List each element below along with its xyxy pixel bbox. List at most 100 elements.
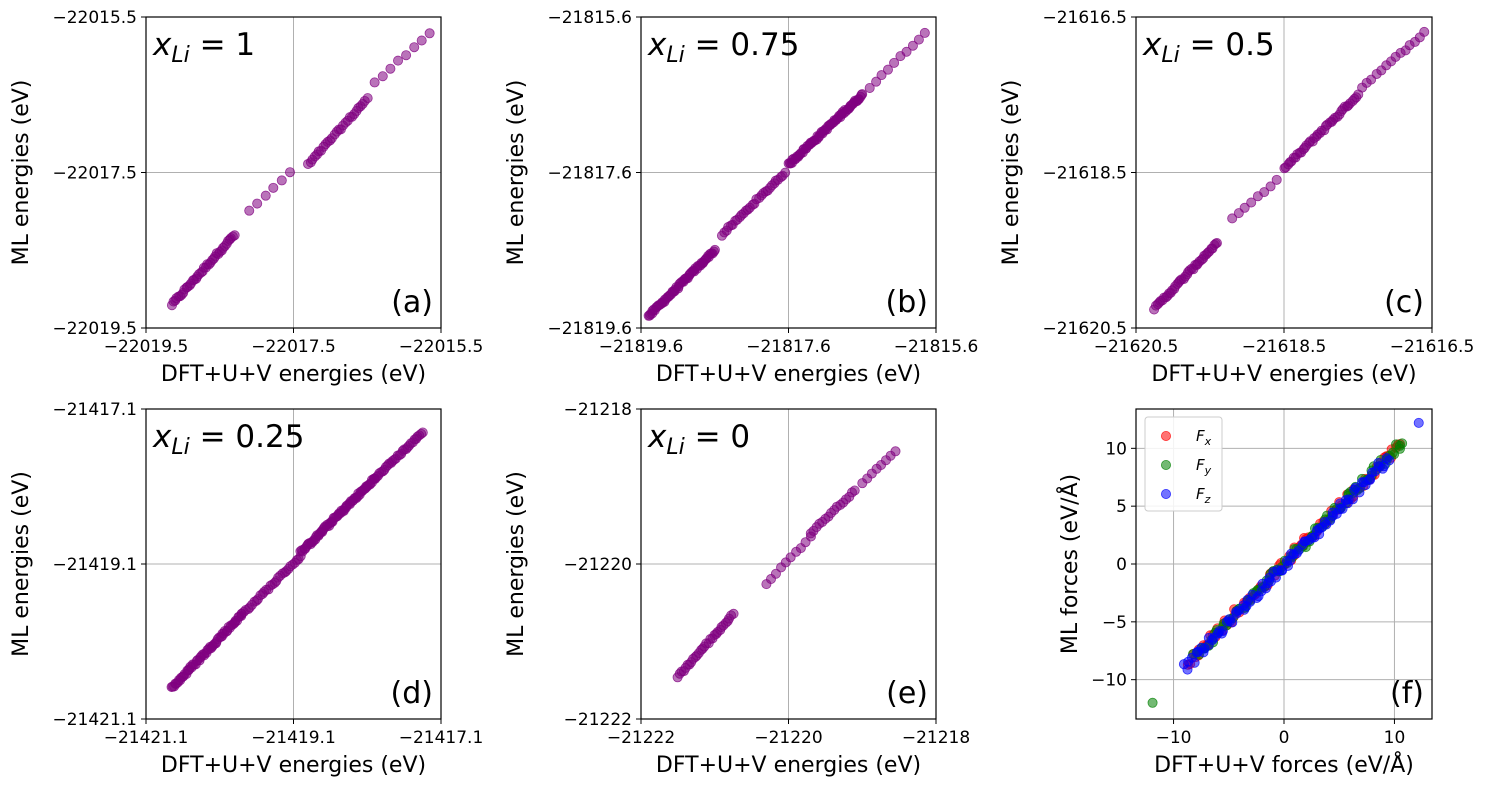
y-axis-label: ML energies (eV) xyxy=(504,471,529,657)
y-tick-label: −21618.5 xyxy=(1042,164,1127,184)
data-points xyxy=(1149,26,1430,315)
x-tick-label: −21815.6 xyxy=(894,337,979,357)
panel-c: −21620.5 −21618.5 −21616.5 −21620.5 −21618.5… xyxy=(999,8,1474,387)
data-point xyxy=(362,93,373,104)
data-point xyxy=(1211,237,1222,248)
x-axis-label: DFT+U+V energies (eV) xyxy=(1151,362,1416,387)
x-tick-label: −22017.5 xyxy=(251,337,336,357)
y-tick-label: −21222 xyxy=(564,710,632,730)
legend-symbol: F xyxy=(1196,427,1205,445)
x-tick-label: −22015.5 xyxy=(399,337,484,357)
data-point xyxy=(913,34,924,45)
legend-subscript: y xyxy=(1204,464,1212,477)
point-fz xyxy=(1413,417,1424,428)
data-point xyxy=(401,50,412,61)
y-tick-label: −21815.6 xyxy=(547,8,632,28)
annotation-subscript: Li xyxy=(1161,43,1179,68)
y-tick-label: −21220 xyxy=(564,555,632,575)
data-point xyxy=(1419,26,1430,37)
data-point xyxy=(252,198,263,209)
data-points xyxy=(166,28,435,311)
composition-annotation: xLi = 0.75 xyxy=(647,27,799,68)
y-axis-label: ML energies (eV) xyxy=(999,80,1024,266)
data-points xyxy=(166,427,428,692)
y-tick-label: −21417.1 xyxy=(52,400,137,420)
data-point xyxy=(385,63,396,74)
y-tick-label: 5 xyxy=(1116,497,1127,517)
data-point xyxy=(857,89,868,100)
y-tick-label: −22015.5 xyxy=(52,8,137,28)
point-fz xyxy=(1227,617,1238,628)
legend-subscript: x xyxy=(1204,435,1212,448)
x-tick-label: −21222 xyxy=(607,728,675,748)
x-tick-label: −21419.1 xyxy=(251,728,336,748)
data-point xyxy=(268,182,279,193)
panel-a: −22019.5 −22017.5 −22015.5 −22019.5 −22017.5… xyxy=(9,8,483,387)
point-fz xyxy=(1354,487,1365,498)
legend-marker xyxy=(1161,459,1172,470)
y-tick-label: −22019.5 xyxy=(52,319,137,339)
data-point xyxy=(260,190,271,201)
data-point xyxy=(728,608,739,619)
x-tick-label: −22019.5 xyxy=(104,337,189,357)
data-point xyxy=(1246,197,1257,208)
y-tick-label: −21421.1 xyxy=(52,710,137,730)
data-point xyxy=(876,70,887,81)
annotation-subscript: Li xyxy=(666,43,684,68)
point-fy xyxy=(1397,438,1408,449)
panel-tag: (b) xyxy=(886,285,928,320)
data-points xyxy=(672,446,901,683)
x-tick-label: −21220 xyxy=(754,728,822,748)
data-point xyxy=(1227,213,1238,224)
data-point xyxy=(1265,181,1276,192)
y-tick-label: −21817.6 xyxy=(547,164,632,184)
y-tick-label: 0 xyxy=(1116,555,1127,575)
panel-e: −21222 −21220 −21218 −21222 −21220 −21218 DFT+… xyxy=(504,400,970,778)
annotation-subscript: Li xyxy=(666,435,684,460)
annotation-symbol: x xyxy=(152,419,172,455)
data-point xyxy=(229,230,240,241)
y-tick-label: −10 xyxy=(1091,671,1127,691)
y-tick-label: −21218 xyxy=(564,400,632,420)
data-point xyxy=(871,76,882,87)
legend-symbol: F xyxy=(1196,456,1205,474)
point-fz xyxy=(1347,494,1358,505)
composition-annotation: xLi = 0 xyxy=(647,419,750,460)
annotation-symbol: x xyxy=(1142,27,1162,63)
data-point xyxy=(1259,187,1270,198)
x-axis-label: DFT+U+V energies (eV) xyxy=(656,753,921,778)
annotation-value: = 0.5 xyxy=(1180,27,1275,63)
x-tick-label: −21620.5 xyxy=(1094,337,1179,357)
y-axis-label: ML energies (eV) xyxy=(9,471,34,657)
legend-marker xyxy=(1161,430,1172,441)
x-tick-label: −21616.5 xyxy=(1390,337,1475,357)
legend-symbol: F xyxy=(1196,485,1205,503)
x-tick-label: 10 xyxy=(1384,728,1406,748)
data-points xyxy=(1147,417,1424,708)
x-tick-label: 0 xyxy=(1279,728,1290,748)
data-point xyxy=(882,64,893,75)
data-point xyxy=(907,40,918,51)
annotation-value: = 0.75 xyxy=(685,27,800,63)
legend-entry: Fz xyxy=(1196,485,1211,506)
y-tick-label: −21620.5 xyxy=(1042,319,1127,339)
y-tick-label: −21819.6 xyxy=(547,319,632,339)
data-point xyxy=(890,446,901,457)
panel-b: −21819.6 −21817.6 −21815.6 −21819.6 −21817.6… xyxy=(504,8,978,387)
data-point xyxy=(889,57,900,68)
data-point xyxy=(849,485,860,496)
annotation-symbol: x xyxy=(647,27,667,63)
y-axis-label: ML energies (eV) xyxy=(9,80,34,266)
y-tick-label: −22017.5 xyxy=(52,164,137,184)
panel-tag: (a) xyxy=(391,285,433,320)
composition-annotation: xLi = 0.25 xyxy=(152,419,304,460)
annotation-subscript: Li xyxy=(171,435,189,460)
y-tick-label: 10 xyxy=(1105,439,1127,459)
y-tick-label: −5 xyxy=(1102,613,1127,633)
y-tick-label: −21616.5 xyxy=(1042,8,1127,28)
panel-tag: (c) xyxy=(1384,285,1424,320)
data-points xyxy=(643,27,930,321)
composition-annotation: xLi = 0.5 xyxy=(1142,27,1275,68)
panel-f: −10 0 10 −10 −5 0 5 10 DFT+U+V forces (eV/Å) ML f… xyxy=(1056,408,1433,778)
